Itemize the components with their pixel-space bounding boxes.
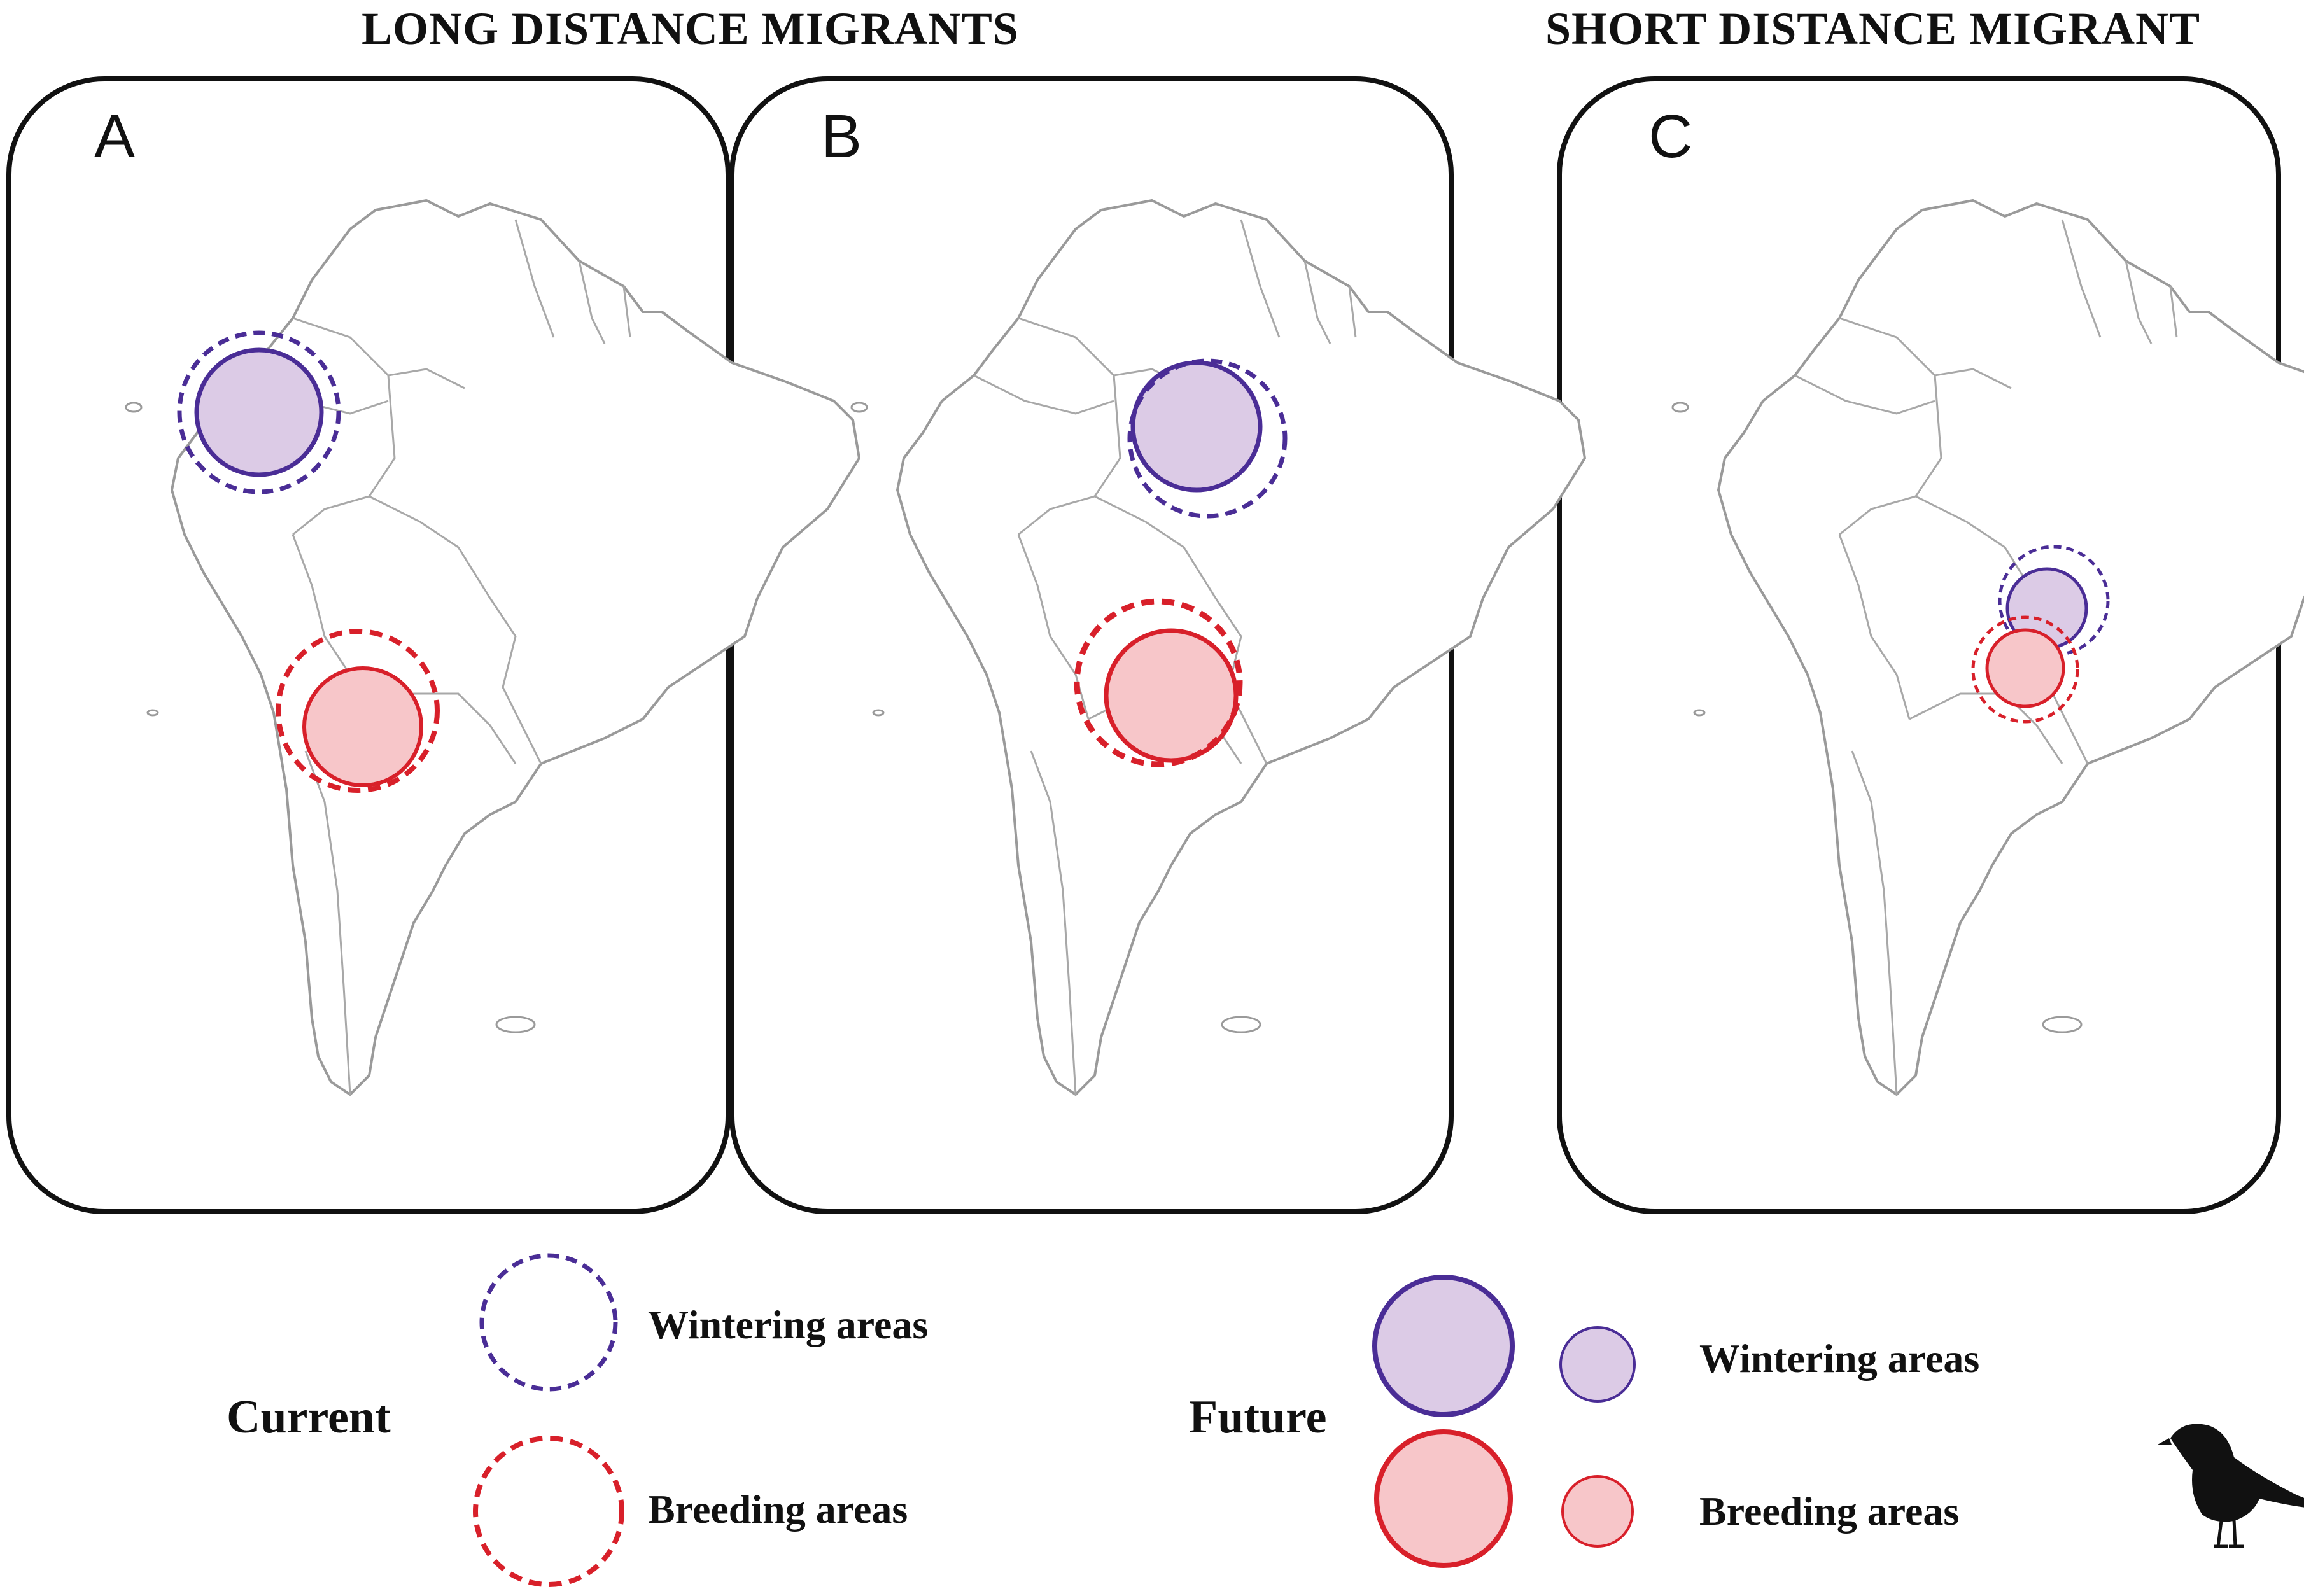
panel-a-current-breeding (276, 629, 440, 793)
legend-future-wintering-label: Wintering areas (1699, 1336, 1980, 1381)
panel-label-c: C (1648, 102, 1693, 171)
title-long-distance: LONG DISTANCE MIGRANTS (362, 3, 1019, 54)
legend-current-breeding-symbol (473, 1436, 624, 1587)
legend-future-breeding-small-symbol (1561, 1475, 1634, 1548)
panel-a-future-wintering (194, 347, 324, 477)
legend-future-wintering-small-symbol (1559, 1326, 1636, 1403)
legend-future-breeding-large-symbol (1374, 1429, 1513, 1568)
legend-future-breeding-label: Breeding areas (1699, 1488, 1960, 1534)
title-short-distance: SHORT DISTANCE MIGRANT (1545, 3, 2200, 54)
legend-current-title: Current (227, 1391, 391, 1443)
legend-current-breeding-label: Breeding areas (648, 1487, 908, 1532)
panel-c-current-breeding (1971, 615, 2079, 724)
panel-a-future-breeding (302, 666, 423, 787)
panel-a-current-wintering (177, 330, 341, 494)
bird-silhouette-icon (2158, 1424, 2304, 1548)
panel-b-future-breeding (1104, 628, 1239, 763)
legend-future-wintering-large-symbol (1372, 1275, 1515, 1417)
panel-b-current-wintering (1127, 358, 1288, 519)
legend-future-title: Future (1189, 1391, 1327, 1443)
legend-current-wintering-label: Wintering areas (648, 1302, 929, 1347)
panel-label-a: A (94, 102, 136, 171)
panel-label-b: B (821, 102, 862, 171)
panel-c-future-breeding (1985, 628, 2065, 708)
panel-b-current-breeding (1074, 598, 1243, 767)
legend-current-wintering-symbol (479, 1253, 618, 1392)
panel-c-current-wintering (1998, 545, 2110, 657)
